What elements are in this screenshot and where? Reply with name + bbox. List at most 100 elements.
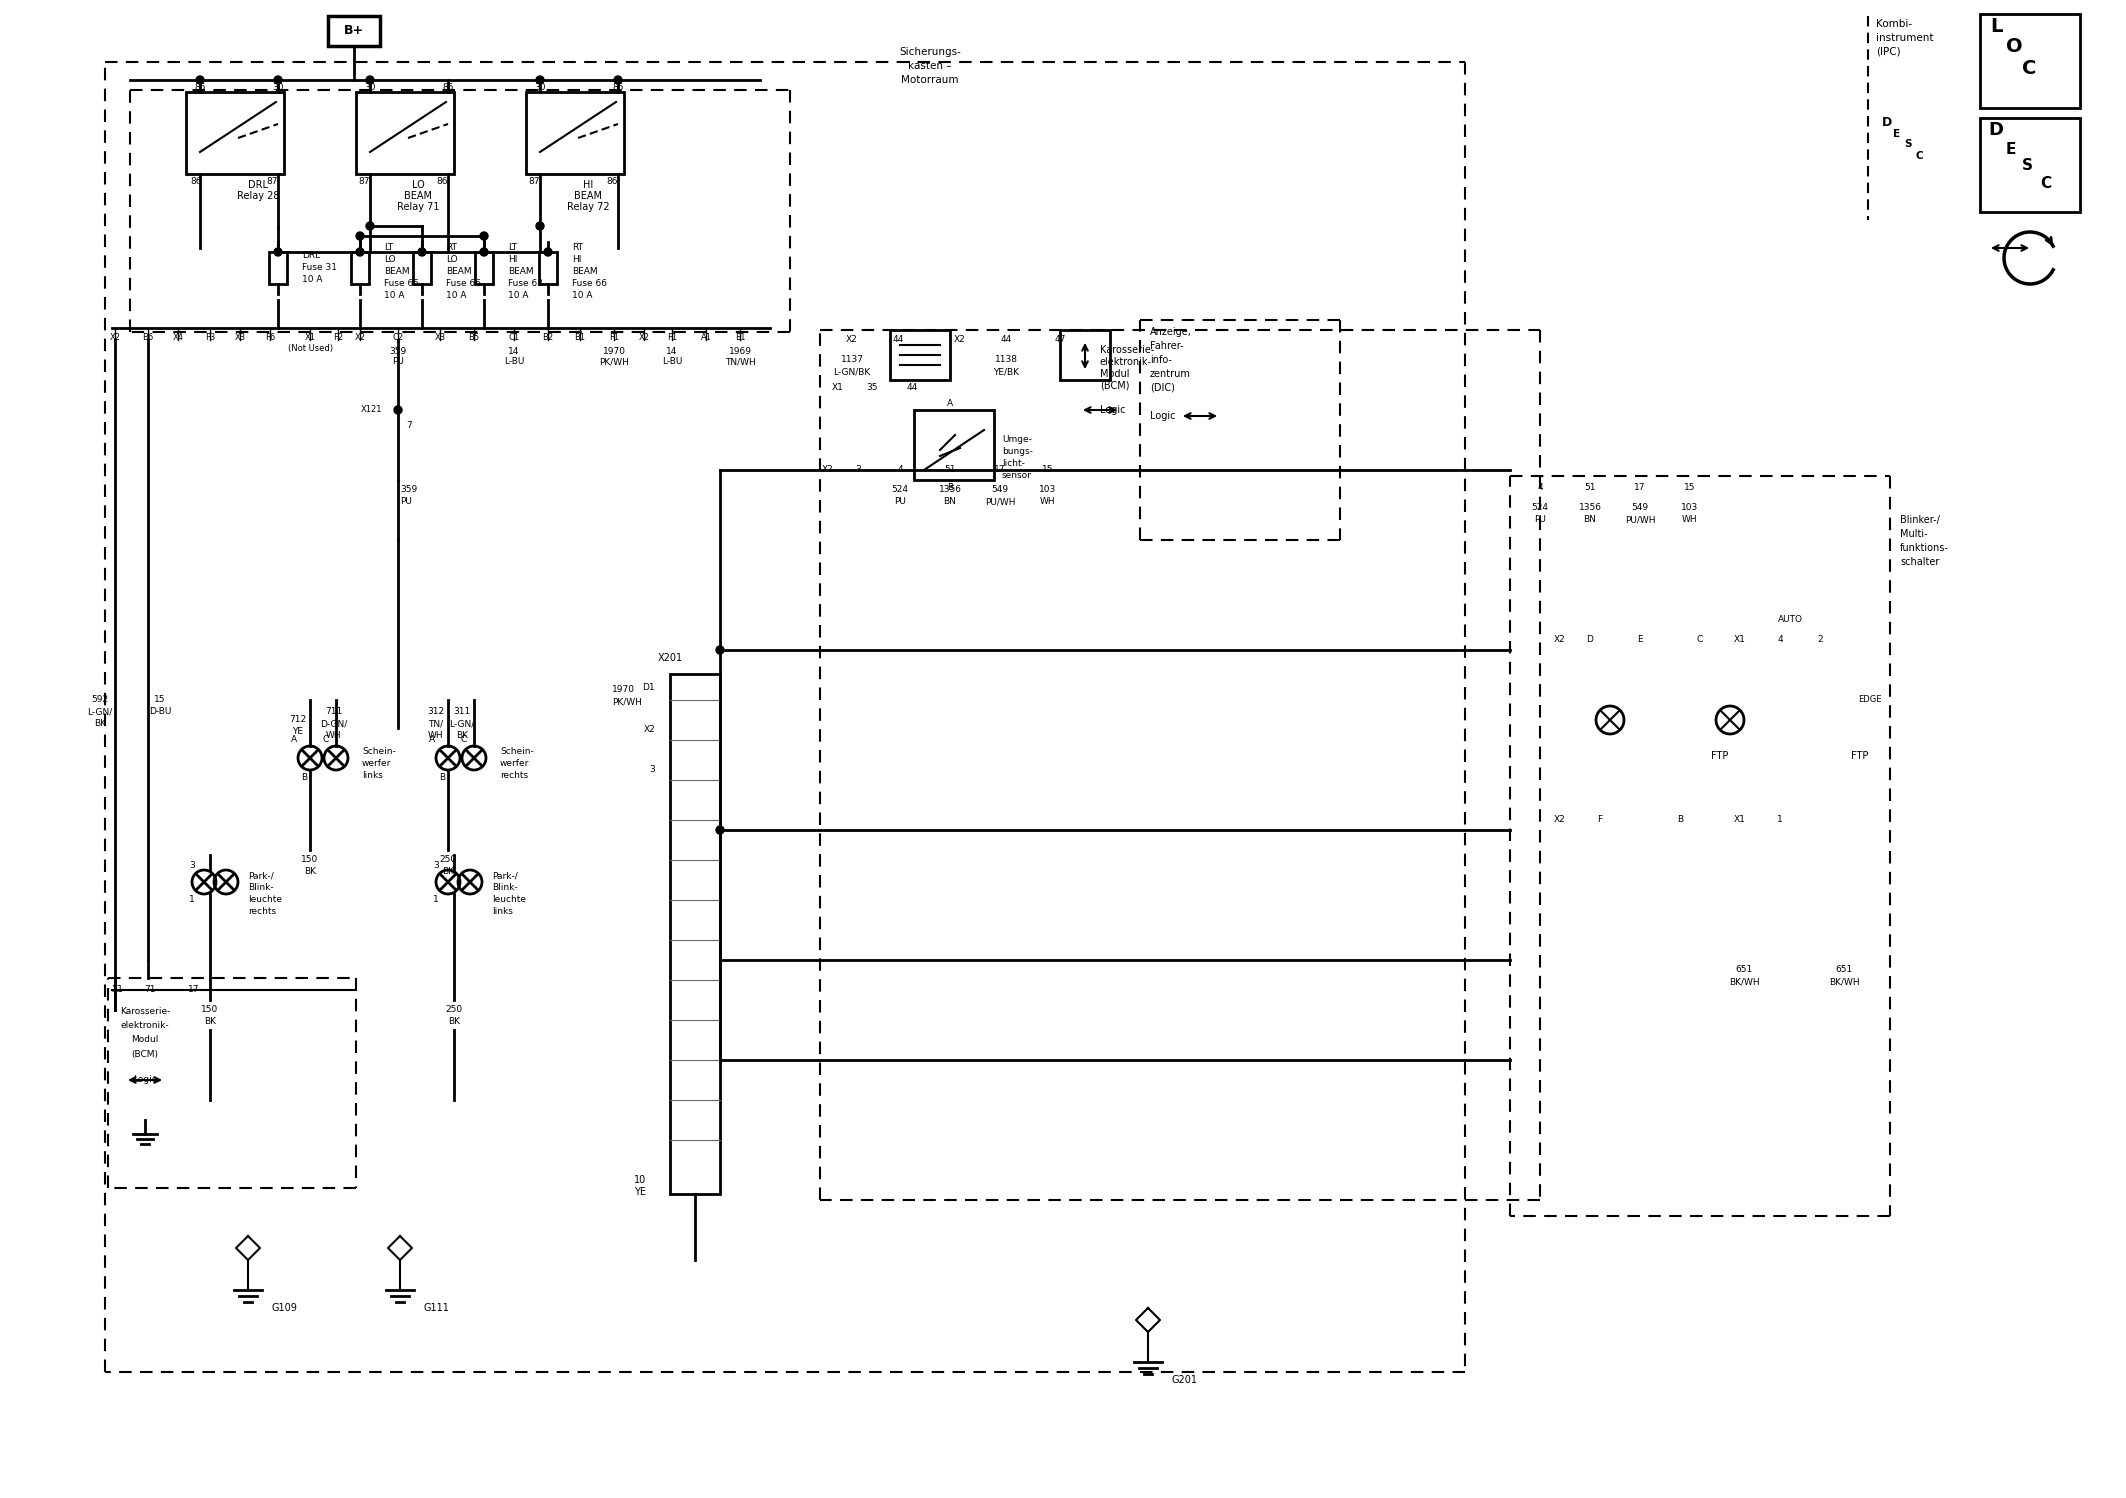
Text: Kombi-: Kombi- bbox=[1875, 19, 1911, 28]
Text: C1: C1 bbox=[508, 334, 519, 343]
Text: D-BU: D-BU bbox=[149, 707, 172, 716]
Text: (Not Used): (Not Used) bbox=[287, 343, 332, 352]
Text: E: E bbox=[2007, 142, 2015, 157]
Text: 524: 524 bbox=[1531, 503, 1548, 512]
Text: 549: 549 bbox=[1631, 503, 1648, 512]
Text: C: C bbox=[1916, 151, 1924, 160]
Circle shape bbox=[196, 76, 204, 84]
Text: 2: 2 bbox=[1818, 635, 1822, 644]
Text: FTP: FTP bbox=[1711, 750, 1728, 761]
Text: BN: BN bbox=[944, 497, 957, 506]
Text: 3: 3 bbox=[648, 765, 655, 774]
Text: 44: 44 bbox=[906, 383, 918, 392]
Text: zentrum: zentrum bbox=[1150, 369, 1191, 379]
Text: 86: 86 bbox=[436, 177, 449, 186]
Bar bbox=[474, 252, 493, 285]
Text: L-BU: L-BU bbox=[661, 358, 682, 367]
Text: 592: 592 bbox=[91, 695, 108, 704]
Text: BEAM: BEAM bbox=[446, 268, 472, 277]
Text: B6: B6 bbox=[142, 334, 153, 343]
Bar bbox=[540, 252, 557, 285]
Text: Logic: Logic bbox=[1099, 404, 1125, 415]
Text: S: S bbox=[1905, 139, 1911, 148]
Text: 3: 3 bbox=[189, 861, 196, 870]
Text: 359: 359 bbox=[389, 348, 406, 357]
Circle shape bbox=[366, 222, 374, 231]
Bar bbox=[891, 330, 950, 380]
Text: FTP: FTP bbox=[1852, 750, 1869, 761]
Text: 103: 103 bbox=[1040, 485, 1057, 494]
Text: AUTO: AUTO bbox=[1777, 616, 1803, 625]
Text: 359: 359 bbox=[400, 485, 417, 494]
Text: 150: 150 bbox=[302, 855, 319, 864]
Circle shape bbox=[393, 406, 402, 413]
Text: X1: X1 bbox=[1735, 815, 1745, 824]
Text: F1: F1 bbox=[668, 334, 676, 343]
Circle shape bbox=[544, 249, 553, 256]
Text: elektronik-: elektronik- bbox=[1099, 357, 1152, 367]
Text: L-GN/: L-GN/ bbox=[87, 707, 113, 716]
Text: sensor: sensor bbox=[1001, 472, 1031, 481]
Text: DRL: DRL bbox=[249, 180, 268, 190]
Text: Fuse 31: Fuse 31 bbox=[302, 262, 338, 271]
Text: 71: 71 bbox=[145, 986, 155, 995]
Text: werfer: werfer bbox=[500, 759, 529, 768]
Text: 86: 86 bbox=[189, 177, 202, 186]
Text: Park-/: Park-/ bbox=[491, 872, 519, 881]
Text: 311: 311 bbox=[453, 707, 470, 716]
Text: 549: 549 bbox=[991, 485, 1008, 494]
Text: A1: A1 bbox=[699, 334, 712, 343]
Text: leuchte: leuchte bbox=[249, 896, 283, 905]
Text: 651: 651 bbox=[1835, 966, 1852, 975]
Circle shape bbox=[355, 232, 364, 240]
Text: 1970: 1970 bbox=[612, 686, 636, 695]
Circle shape bbox=[419, 249, 425, 256]
Text: 250: 250 bbox=[446, 1005, 463, 1014]
Text: links: links bbox=[491, 908, 512, 917]
Text: B5: B5 bbox=[468, 334, 480, 343]
Text: B+: B+ bbox=[344, 24, 364, 37]
Text: LO: LO bbox=[446, 256, 457, 265]
Text: G201: G201 bbox=[1171, 1375, 1197, 1386]
Text: 85: 85 bbox=[612, 84, 623, 93]
Text: YE: YE bbox=[634, 1186, 646, 1197]
Bar bbox=[1979, 118, 2079, 213]
Bar bbox=[1979, 13, 2079, 108]
Text: 1138: 1138 bbox=[995, 355, 1018, 364]
Text: (BCM): (BCM) bbox=[1099, 380, 1129, 391]
Text: (BCM): (BCM) bbox=[132, 1050, 159, 1059]
Text: L-GN/BK: L-GN/BK bbox=[833, 367, 872, 376]
Circle shape bbox=[366, 76, 374, 84]
Text: 1969: 1969 bbox=[729, 348, 750, 357]
Text: BEAM: BEAM bbox=[508, 268, 534, 277]
Text: X201: X201 bbox=[659, 653, 682, 664]
Text: licht-: licht- bbox=[1001, 460, 1025, 469]
Text: 1137: 1137 bbox=[840, 355, 863, 364]
Text: links: links bbox=[361, 771, 383, 780]
Text: 30: 30 bbox=[534, 84, 546, 93]
Text: D1: D1 bbox=[642, 683, 655, 692]
Text: (DIC): (DIC) bbox=[1150, 383, 1176, 392]
Text: Karosserie-: Karosserie- bbox=[119, 1008, 170, 1017]
Circle shape bbox=[536, 76, 544, 84]
Text: X2: X2 bbox=[111, 334, 121, 343]
Text: instrument: instrument bbox=[1875, 33, 1933, 43]
Text: E: E bbox=[1637, 635, 1643, 644]
Text: F1: F1 bbox=[608, 334, 619, 343]
Bar bbox=[327, 16, 381, 46]
Circle shape bbox=[274, 249, 283, 256]
Text: Modul: Modul bbox=[1099, 369, 1129, 379]
Text: 44: 44 bbox=[893, 336, 904, 345]
Text: 44: 44 bbox=[1001, 336, 1012, 345]
Text: BK: BK bbox=[455, 731, 468, 740]
Text: L-BU: L-BU bbox=[504, 358, 525, 367]
Text: Fuse 66: Fuse 66 bbox=[572, 280, 608, 289]
Bar bbox=[1061, 330, 1110, 380]
Text: 10 A: 10 A bbox=[446, 292, 466, 301]
Text: EDGE: EDGE bbox=[1858, 695, 1882, 704]
Text: DRL: DRL bbox=[302, 250, 321, 259]
Text: werfer: werfer bbox=[361, 759, 391, 768]
Text: Blink-: Blink- bbox=[249, 884, 274, 893]
Text: 51: 51 bbox=[1584, 484, 1597, 493]
Text: X2: X2 bbox=[355, 334, 366, 343]
